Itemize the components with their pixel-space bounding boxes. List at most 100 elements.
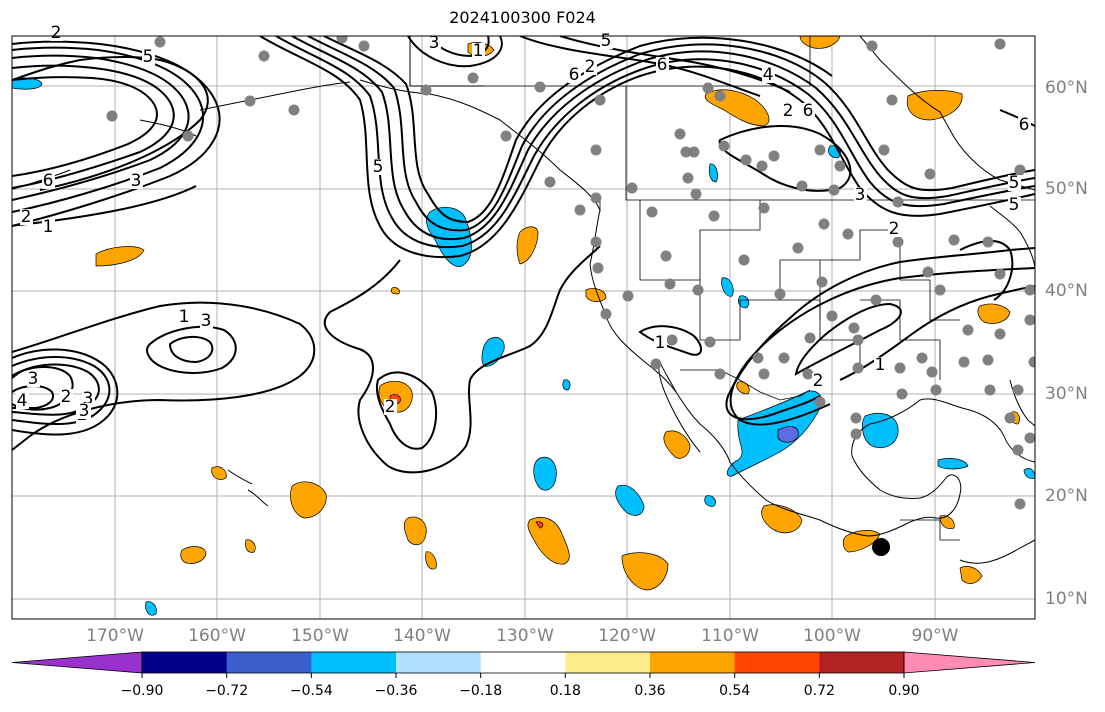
negative-area [777,426,799,443]
positive-area [290,481,327,519]
storm-center-marker [872,538,890,556]
contour-label: 1 [179,307,190,327]
lat-label: 30°N [1045,384,1088,404]
map-frame [11,35,1036,620]
positive-area [527,517,570,565]
colorbar-segment [480,652,566,673]
positive-area [245,539,256,553]
contour-label: 3 [429,33,440,53]
colorbar-tick-label: −0.72 [205,683,249,699]
contour-lines [12,36,1035,474]
contour-label-bg [20,209,33,225]
colorbar-segment [819,652,905,673]
contour-label-bg [888,221,901,237]
contour-label-bg [1008,175,1021,191]
contour-label-bg [812,373,825,389]
contour-label: 3 [201,311,212,331]
colorbar-tick-label: 0.72 [803,683,835,699]
contour-label: 5 [373,157,384,177]
positive-area [959,566,983,584]
contour-label: 2 [813,371,824,391]
contour-label: 3 [28,369,39,389]
positive-area [180,546,207,564]
contour-label-bg [568,67,581,83]
contour-label: 5 [143,47,154,67]
contour-label-bg [78,403,91,419]
colorbar-segment [565,652,651,673]
colorbar-segment [396,652,482,673]
contour-label: 2 [61,387,72,407]
contour-label-bg [372,159,385,175]
colorbar-segment [311,652,397,673]
contour-label: 2 [385,397,396,417]
contour-label-bg [472,43,485,59]
negative-area [615,484,645,516]
colorbar-extend-max [903,651,1036,674]
colorbar-tick-label: 0.54 [719,683,751,699]
colorbar-tick-label: −0.36 [374,683,418,699]
positive-area [95,246,145,267]
chart-title: 2024100300 F024 [449,8,596,27]
lon-label: 120°W [598,626,656,646]
lon-label: 110°W [701,626,759,646]
contour-label: 2 [889,219,900,239]
contour-labels: 563215362564263565231232343212121 [16,23,1031,425]
contour-label: 6 [803,101,814,121]
contour-label: 5 [1009,173,1020,193]
negative-area [721,277,734,297]
lon-label: 160°W [188,626,246,646]
contour-label: 6 [43,171,54,191]
lon-label: 100°W [803,626,861,646]
map-frame-bg [12,36,1035,619]
lat-label: 40°N [1045,281,1088,301]
colorbar-tick-label: −0.90 [120,683,164,699]
lon-label: 150°W [291,626,349,646]
contour-label-bg [42,219,55,235]
positive-area [390,287,400,295]
colorbar-segment [650,652,736,673]
contour-label: 2 [783,101,794,121]
positive-area [211,466,227,480]
contour-label: 4 [763,65,774,85]
contour-label: 1 [655,333,666,353]
lon-label: 170°W [86,626,144,646]
negative-area [862,413,899,449]
contour-label: 2 [51,23,62,43]
contour-label-bg [384,399,397,415]
negative-area [533,456,557,491]
contour-label-bg [782,103,795,119]
contour-label: 2 [21,207,32,227]
colorbar-tick-label: 0.90 [888,683,920,699]
contour-label: 6 [657,55,668,75]
positive-area [663,430,691,459]
positive-area [621,552,669,591]
colorbar-frame [141,651,905,674]
contour-label-bg [584,59,597,75]
lat-label: 10°N [1045,589,1088,609]
contour-label-bg [1008,197,1021,213]
gridlines [12,36,1035,619]
colorbar-segment [226,652,312,673]
coastlines [12,36,1035,564]
contour-label: 1 [875,355,886,375]
shaded-anomalies [12,36,1035,616]
colorbar-tick-label: 0.18 [549,683,581,699]
contour-label-bg [178,309,191,325]
colorbar-segment [734,652,820,673]
lon-label: 140°W [393,626,451,646]
positive-area [425,551,437,570]
colorbar-tick-label: −0.18 [459,683,503,699]
contour-label-bg [656,57,669,73]
positive-area [516,226,539,265]
contour-label-bg [60,389,73,405]
contour-label-bg [130,173,143,189]
contour-label-bg [600,33,613,49]
contour-label-bg [42,173,55,189]
contour-label-bg [142,49,155,65]
contour-label-bg [854,187,867,203]
negative-area [708,163,718,183]
contour-label-bg [200,313,213,329]
contour-label-bg [802,103,815,119]
